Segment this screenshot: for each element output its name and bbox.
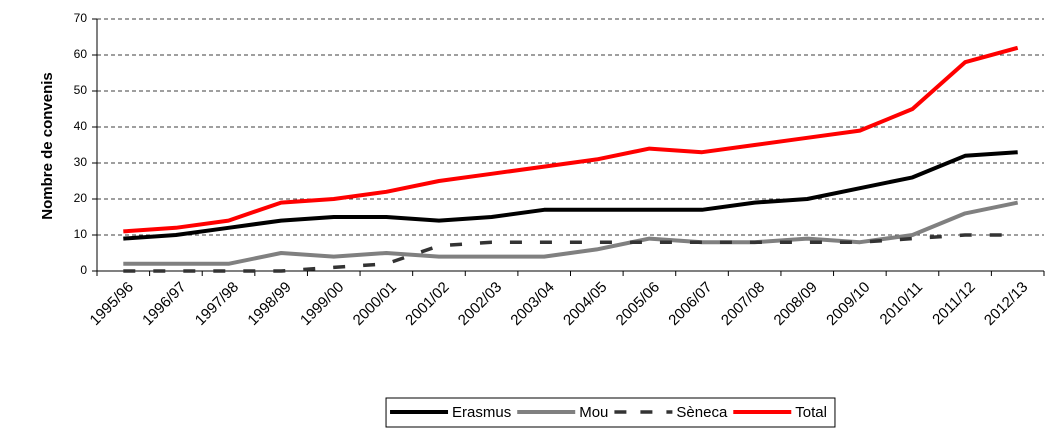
x-tick-label: 2001/02 [402, 279, 452, 329]
y-tick-label: 20 [74, 191, 88, 205]
y-tick-label: 50 [74, 83, 88, 97]
x-tick-label: 1998/99 [244, 279, 294, 329]
x-tick-label: 1996/97 [139, 279, 189, 329]
y-tick-label: 60 [74, 47, 88, 61]
x-tick-label: 1995/96 [87, 279, 137, 329]
x-tick-label: 2012/13 [981, 279, 1031, 329]
series-line [123, 150, 1018, 241]
x-tick-label: 2003/04 [507, 279, 557, 329]
legend-label: Total [795, 404, 827, 421]
x-tick-label: 2011/12 [929, 279, 979, 329]
y-tick-label: 40 [74, 119, 88, 133]
x-tick-label: 2010/11 [877, 279, 927, 329]
legend-label: Mou [579, 404, 608, 421]
x-tick-label: 2004/05 [560, 279, 610, 329]
x-tick-label: 1997/98 [192, 279, 242, 329]
x-tick-label: 1999/00 [297, 279, 347, 329]
x-tick-label: 2002/03 [455, 279, 505, 329]
legend-label: Erasmus [452, 404, 511, 421]
y-tick-label: 0 [80, 263, 87, 277]
series-line [123, 200, 1019, 266]
series-line [123, 233, 1018, 273]
y-tick-label: 10 [74, 227, 88, 241]
x-tick-label: 2007/08 [718, 279, 768, 329]
x-tick-label: 2005/06 [613, 279, 663, 329]
y-tick-label: 30 [74, 155, 88, 169]
y-tick-label: 70 [74, 11, 88, 25]
legend-label: Sèneca [676, 404, 728, 421]
x-tick-label: 2006/07 [665, 279, 715, 329]
x-tick-label: 2009/10 [823, 279, 873, 329]
x-tick-label: 2000/01 [350, 279, 400, 329]
x-tick-label: 2008/09 [771, 279, 821, 329]
y-axis-title: Nombre de convenis [39, 72, 56, 220]
series-line [123, 45, 1019, 234]
